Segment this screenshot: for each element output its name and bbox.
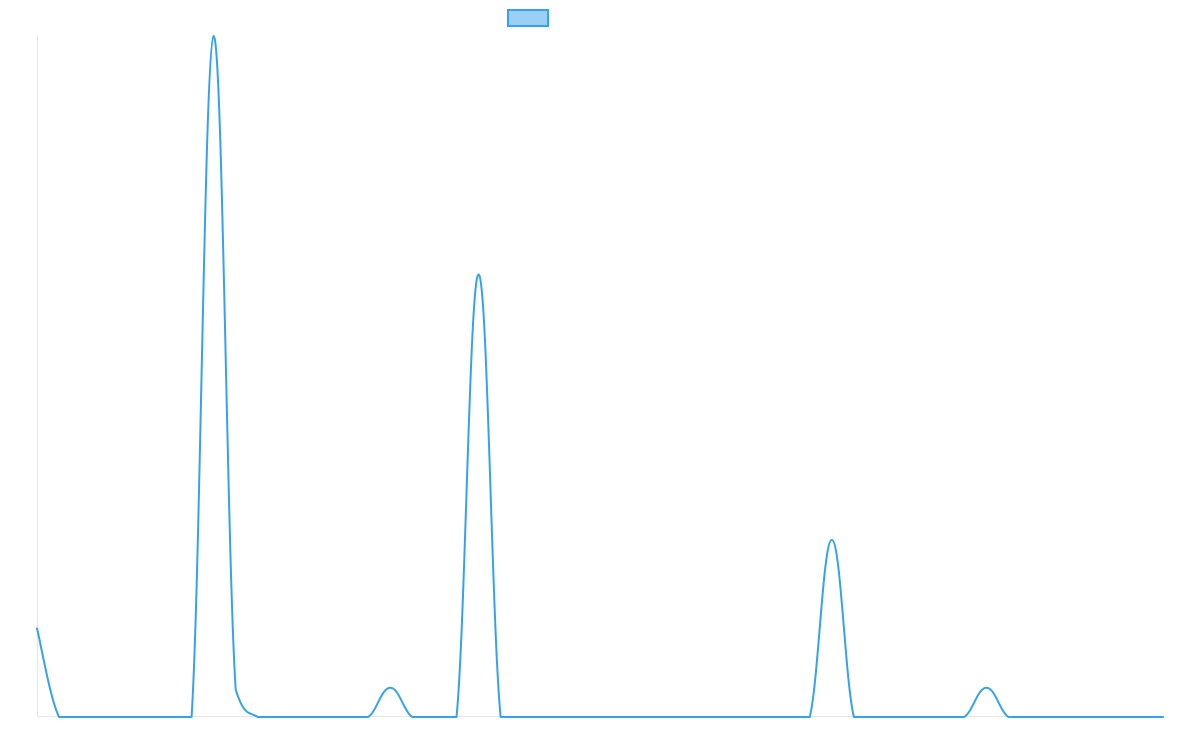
data-point[interactable] (476, 271, 482, 277)
data-point[interactable] (1050, 714, 1056, 720)
data-point[interactable] (630, 714, 636, 720)
data-point[interactable] (1116, 714, 1122, 720)
data-point[interactable] (189, 714, 195, 720)
data-point[interactable] (652, 714, 658, 720)
data-point[interactable] (1005, 714, 1011, 720)
data-point[interactable] (542, 714, 548, 720)
data-point[interactable] (299, 714, 305, 720)
data-point[interactable] (1028, 714, 1034, 720)
data-point[interactable] (365, 714, 371, 720)
data-point[interactable] (431, 714, 437, 720)
data-point[interactable] (917, 714, 923, 720)
data-point[interactable] (763, 714, 769, 720)
data-point[interactable] (166, 714, 172, 720)
data-point[interactable] (608, 714, 614, 720)
data-point[interactable] (674, 714, 680, 720)
data-point[interactable] (696, 714, 702, 720)
data-point[interactable] (807, 714, 813, 720)
data-point[interactable] (1094, 714, 1100, 720)
data-point[interactable] (851, 714, 857, 720)
data-point[interactable] (233, 687, 239, 693)
data-point[interactable] (498, 714, 504, 720)
data-point[interactable] (277, 714, 283, 720)
data-point[interactable] (895, 714, 901, 720)
data-point[interactable] (56, 714, 62, 720)
data-point[interactable] (586, 714, 592, 720)
data-point[interactable] (211, 33, 217, 39)
plot-area (34, 33, 1166, 720)
data-point[interactable] (100, 714, 106, 720)
data-point[interactable] (718, 714, 724, 720)
data-point[interactable] (34, 625, 40, 631)
data-point[interactable] (453, 714, 459, 720)
data-point[interactable] (255, 714, 261, 720)
data-point[interactable] (409, 714, 415, 720)
data-point[interactable] (1072, 714, 1078, 720)
series-line-0[interactable] (36, 35, 1164, 719)
data-point[interactable] (961, 714, 967, 720)
series-layer (34, 33, 1166, 720)
data-point[interactable] (387, 685, 393, 691)
data-point[interactable] (122, 714, 128, 720)
data-point[interactable] (321, 714, 327, 720)
data-point[interactable] (520, 714, 526, 720)
data-point[interactable] (343, 714, 349, 720)
data-point[interactable] (78, 714, 84, 720)
data-point[interactable] (983, 685, 989, 691)
legend[interactable] (507, 9, 549, 27)
data-point[interactable] (785, 714, 791, 720)
data-point[interactable] (829, 537, 835, 543)
data-point[interactable] (939, 714, 945, 720)
data-point[interactable] (741, 714, 747, 720)
data-point[interactable] (1160, 714, 1166, 720)
data-point[interactable] (873, 714, 879, 720)
data-point[interactable] (1138, 714, 1144, 720)
data-point[interactable] (144, 714, 150, 720)
data-point[interactable] (564, 714, 570, 720)
legend-swatch[interactable] (507, 9, 549, 27)
